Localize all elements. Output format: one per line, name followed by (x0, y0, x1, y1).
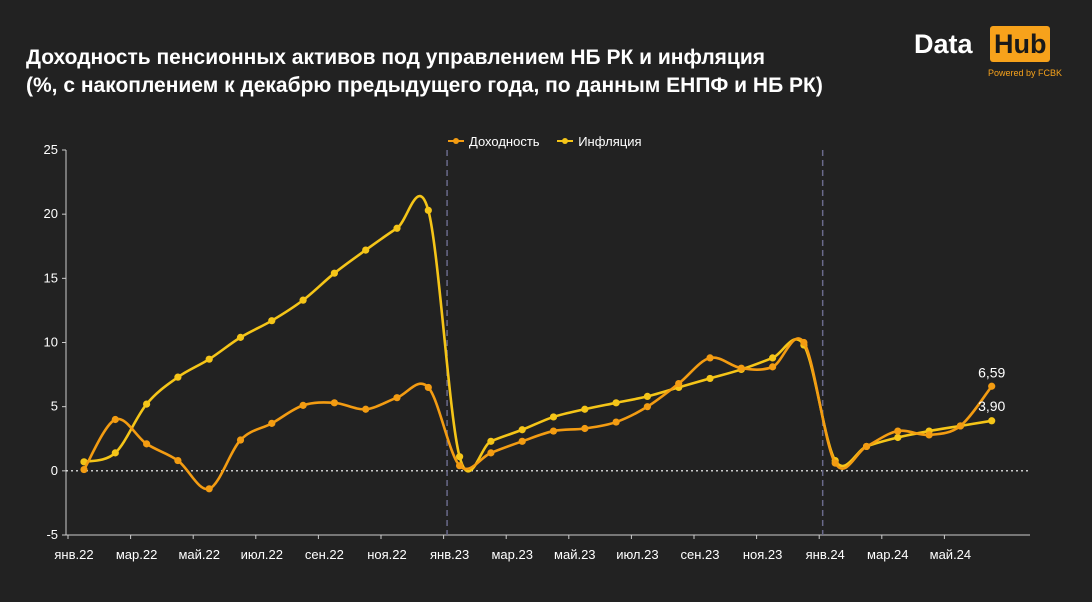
data-point-inflation (205, 355, 213, 363)
x-tick-label: мар.22 (116, 547, 157, 562)
x-tick-label: ноя.23 (743, 547, 783, 562)
data-point-yield (330, 399, 338, 407)
data-point-yield (174, 456, 182, 465)
chart-title: Доходность пенсионных активов под управл… (26, 44, 823, 100)
data-point-inflation (643, 392, 652, 400)
x-tick-label: май.22 (178, 547, 220, 562)
legend-item-yield: Доходность (448, 134, 540, 149)
data-point-yield (988, 382, 996, 390)
data-point-inflation (174, 373, 182, 381)
data-point-yield (581, 424, 589, 433)
data-point-inflation (769, 354, 777, 362)
data-point-yield (456, 462, 464, 470)
logo-hub-text: Hub (990, 26, 1051, 62)
data-point-inflation (330, 269, 338, 277)
data-point-yield (487, 449, 495, 457)
data-point-inflation (988, 417, 996, 425)
legend-item-inflation: Инфляция (557, 133, 642, 149)
legend-label-yield: Доходность (469, 133, 540, 149)
x-tick-label: ноя.22 (367, 547, 407, 562)
series-line-yield (82, 337, 993, 491)
y-tick-label: 0 (51, 463, 58, 478)
x-tick-label: мар.24 (867, 547, 908, 562)
data-point-yield (424, 383, 432, 392)
logo-powered-text: Powered by FCBK (988, 68, 1063, 78)
data-point-yield (925, 431, 933, 439)
data-point-yield (862, 442, 871, 451)
data-point-yield (205, 485, 213, 493)
y-tick-label: 15 (44, 270, 58, 285)
data-point-inflation (894, 433, 902, 442)
data-point-yield (143, 440, 151, 448)
data-point-yield (612, 418, 620, 426)
data-point-yield (518, 437, 526, 445)
data-point-inflation (268, 317, 276, 325)
x-tick-label: янв.22 (54, 547, 93, 562)
x-tick-label: янв.24 (806, 547, 845, 562)
data-point-yield (894, 427, 902, 435)
logo-data-text: Data (914, 29, 973, 59)
data-point-inflation (424, 206, 432, 214)
data-point-yield (549, 427, 558, 435)
data-point-inflation (299, 296, 307, 304)
data-point-yield (268, 419, 276, 427)
data-point-yield (236, 436, 245, 444)
x-tick-label: янв.23 (430, 547, 469, 562)
end-label-yield: 6,59 (978, 364, 1005, 380)
end-label-inflation: 3,90 (978, 398, 1005, 414)
datahub-logo: Data Hub Powered by FCBK (914, 25, 1074, 85)
data-point-inflation (612, 399, 620, 407)
data-point-inflation (706, 374, 714, 383)
data-point-yield (393, 394, 401, 402)
data-point-yield (299, 401, 307, 409)
data-point-yield (675, 379, 683, 388)
chart-title-line1: Доходность пенсионных активов под управл… (26, 46, 765, 69)
data-point-inflation (143, 400, 151, 408)
data-point-inflation (393, 224, 401, 232)
data-point-yield (80, 465, 88, 474)
x-tick-label: сен.22 (305, 547, 344, 562)
x-tick-label: июл.23 (616, 547, 658, 562)
y-tick-label: 5 (51, 399, 58, 414)
y-tick-label: 10 (44, 335, 58, 350)
data-point-yield (643, 403, 652, 411)
data-point-yield (111, 415, 119, 424)
x-tick-label: сен.23 (681, 547, 720, 562)
y-tick-label: 20 (44, 206, 58, 221)
chart-title-line2: (%, с накоплением к декабрю предыдущего … (26, 74, 823, 97)
data-point-inflation (111, 449, 119, 457)
data-point-yield (706, 354, 714, 362)
data-point-inflation (518, 426, 526, 434)
x-tick-label: май.23 (554, 547, 596, 562)
series-line-inflation (83, 194, 992, 473)
x-tick-label: июл.22 (241, 547, 283, 562)
legend-swatch-yield (448, 138, 464, 144)
y-tick-label: 25 (44, 142, 58, 157)
chart-legend: Доходность Инфляция (448, 130, 656, 149)
legend-label-inflation: Инфляция (578, 133, 642, 149)
y-tick-label: -5 (46, 527, 58, 542)
data-point-yield (800, 338, 808, 347)
data-point-inflation (549, 413, 558, 421)
x-tick-label: май.24 (930, 547, 972, 562)
data-point-inflation (487, 437, 495, 445)
data-point-inflation (456, 453, 464, 461)
data-point-inflation (581, 405, 589, 413)
data-point-inflation (362, 246, 370, 254)
data-point-inflation (236, 333, 245, 341)
x-tick-label: мар.23 (491, 547, 532, 562)
data-point-yield (737, 364, 745, 372)
data-point-yield (831, 459, 839, 467)
data-point-yield (362, 405, 370, 413)
legend-swatch-inflation (557, 138, 574, 144)
data-point-yield (769, 363, 777, 371)
data-point-yield (956, 422, 965, 430)
